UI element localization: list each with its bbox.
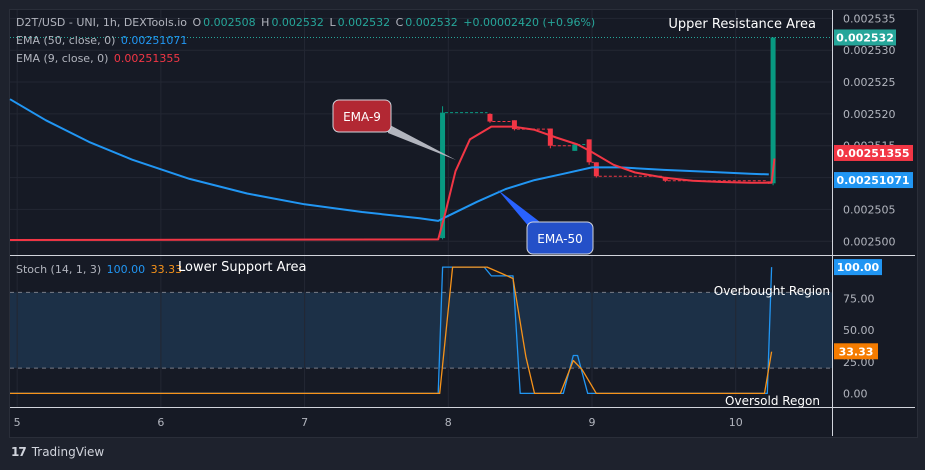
price-tick-0.002530: 0.002530 <box>843 44 896 57</box>
ohlc-legend: D2T/USD - UNI, 1h, DEXTools.io O 0.002508… <box>16 16 597 30</box>
price-tick-0.002500: 0.002500 <box>843 235 896 248</box>
candle-body-9 <box>770 37 776 184</box>
badge-ema9-text: 0.00251355 <box>836 147 909 160</box>
stoch-tick-0.00: 0.00 <box>843 387 868 400</box>
badge-stoch-d-text: 33.33 <box>839 345 874 358</box>
candle-body-6 <box>593 162 599 177</box>
ema50-callout: EMA-50 <box>498 190 594 255</box>
badge-stoch-k: 100.00 <box>834 259 882 276</box>
badge-stoch-k-text: 100.00 <box>837 261 880 274</box>
series-lines <box>9 98 776 395</box>
low-label: L <box>329 16 336 29</box>
time-tick-7: 7 <box>301 416 308 429</box>
overbought-label: Overbought Region <box>714 284 830 298</box>
stoch-legend-label: Stoch (14, 1, 3) <box>16 263 102 276</box>
stoch-k-value: 100.00 <box>106 263 146 276</box>
price-tick-0.002535: 0.002535 <box>843 12 896 25</box>
candle-body-4 <box>572 144 578 151</box>
stoch-legend: Stoch (14, 1, 3) 100.00 33.33 <box>16 263 184 277</box>
oversold-label: Oversold Regon <box>725 394 820 408</box>
price-tick-0.002525: 0.002525 <box>843 76 896 89</box>
stoch-tick-50.00: 50.00 <box>843 324 875 337</box>
badge-last-price-text: 0.002532 <box>836 31 894 44</box>
time-tick-8: 8 <box>445 416 452 429</box>
ema9-callout-text: EMA-9 <box>343 110 381 124</box>
time-ticks: 5 6 7 8 9 10 <box>14 416 743 429</box>
brand-text: TradingView <box>31 445 105 459</box>
tradingview-logo-icon: 17 <box>11 445 27 459</box>
badge-last-price: 0.002532 <box>834 29 896 46</box>
badge-ema50-text: 0.00251071 <box>836 174 909 187</box>
ema50-legend: EMA (50, close, 0) 0.00251071 <box>16 34 189 48</box>
time-tick-5: 5 <box>14 416 21 429</box>
low-value: 0.002532 <box>337 16 391 29</box>
open-value: 0.002508 <box>203 16 256 29</box>
ema9-legend-label: EMA (9, close, 0) <box>16 52 109 65</box>
ema9-legend-value: 0.00251355 <box>113 52 181 65</box>
high-value: 0.002532 <box>271 16 324 29</box>
badge-ema9: 0.00251355 <box>834 144 913 161</box>
open-label: O <box>192 16 202 29</box>
close-label: C <box>395 16 404 29</box>
candle-body-7 <box>662 176 668 181</box>
time-tick-10: 10 <box>729 416 743 429</box>
symbol-line: D2T/USD - UNI, 1h, DEXTools.io <box>16 16 187 29</box>
price-tick-0.002505: 0.002505 <box>843 203 896 216</box>
candle-body-1 <box>487 113 493 122</box>
candle-body-2 <box>511 120 517 130</box>
ema9-line <box>9 125 776 241</box>
ema9-callout: EMA-9 <box>332 99 456 160</box>
stoch-band <box>10 292 832 369</box>
ema50-legend-label: EMA (50, close, 0) <box>16 34 116 47</box>
high-label: H <box>261 16 270 29</box>
stoch-d-value: 33.33 <box>150 263 183 276</box>
candle-body-0 <box>440 112 446 239</box>
price-tick-0.002520: 0.002520 <box>843 108 896 121</box>
tradingview-brand[interactable]: 17 TradingView <box>11 445 104 459</box>
lower-support-label: Lower Support Area <box>178 260 307 275</box>
ema50-line <box>9 98 769 222</box>
time-tick-9: 9 <box>589 416 596 429</box>
upper-resistance-label: Upper Resistance Area <box>668 17 816 32</box>
stoch-tick-75.00: 75.00 <box>843 293 875 306</box>
price-ticks: 0.0025000.0025050.0025100.0025150.002520… <box>843 12 896 248</box>
ema9-legend: EMA (9, close, 0) 0.00251355 <box>16 52 182 66</box>
badge-ema50: 0.00251071 <box>834 172 913 189</box>
badge-stoch-d: 33.33 <box>834 343 878 360</box>
close-value: 0.002532 <box>405 16 458 29</box>
candles <box>440 37 776 240</box>
stoch-d-line <box>10 266 773 395</box>
ema50-legend-value: 0.00251071 <box>120 34 188 47</box>
ema50-callout-text: EMA-50 <box>537 232 582 246</box>
time-tick-6: 6 <box>157 416 164 429</box>
candle-body-3 <box>547 128 553 146</box>
change-value: +0.00002420 (+0.96%) <box>463 16 596 29</box>
